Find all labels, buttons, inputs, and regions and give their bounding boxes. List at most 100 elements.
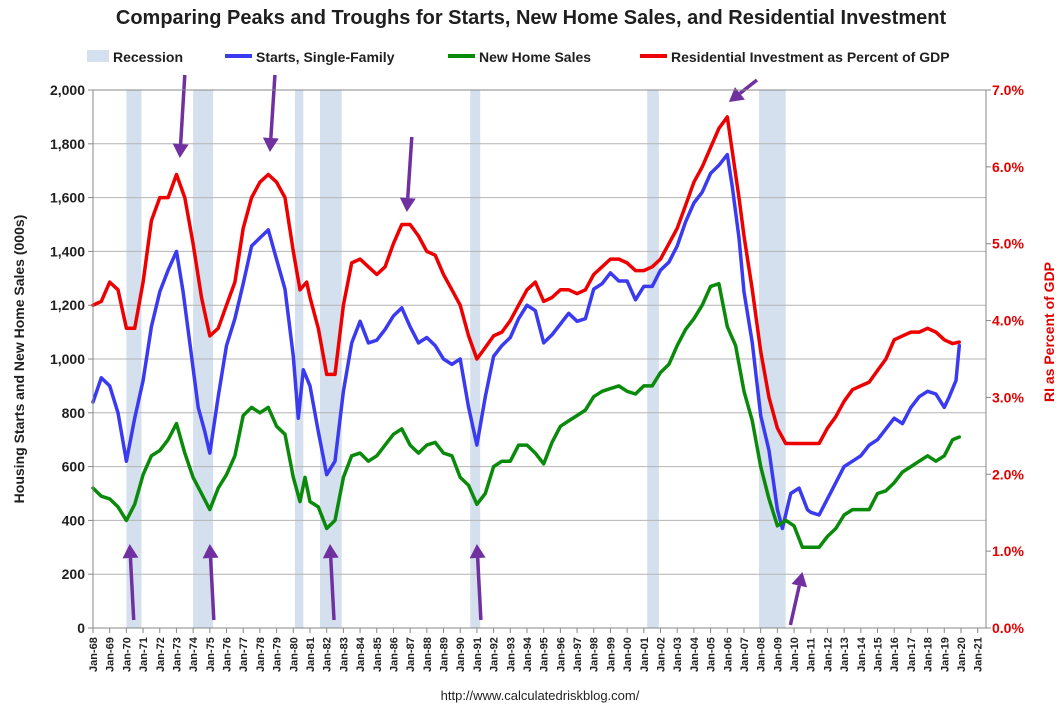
y2-tick-label-5: 5.0% [992, 236, 1024, 252]
x-tick-label-53: Jan-21 [973, 637, 985, 672]
series-line-1 [91, 281, 962, 550]
x-tick-label-31: Jan-99 [605, 637, 617, 672]
annotation-arrow-shaft-1 [269, 74, 277, 139]
annotation-arrow-shaft-2 [405, 136, 414, 199]
x-tick-label-36: Jan-04 [689, 636, 701, 672]
x-tick-label-37: Jan-05 [706, 637, 718, 672]
annotation-arrow-head-1 [262, 137, 279, 152]
x-tick-label-35: Jan-03 [672, 637, 684, 672]
annotation-arrow-shaft-6 [329, 557, 336, 621]
series-line-2 [91, 115, 962, 446]
annotation-arrow-head-8 [791, 572, 808, 588]
y2-tick-label-4: 4.0% [992, 313, 1024, 329]
x-tick-label-3: Jan-71 [138, 637, 150, 672]
x-tick-label-0: Jan-68 [88, 637, 100, 672]
x-tick-label-26: Jan-94 [522, 636, 534, 672]
x-tick-label-18: Jan-86 [388, 637, 400, 672]
x-tick-label-50: Jan-18 [923, 637, 935, 672]
y2-tick-label-2: 2.0% [992, 466, 1024, 482]
x-tick-label-45: Jan-13 [839, 637, 851, 672]
y-tick-label-1: 200 [62, 566, 86, 582]
y2-tick-label-1: 1.0% [992, 543, 1024, 559]
y2-axis-label: RI as Percent of GDP [1041, 262, 1057, 402]
plot-area-frame [92, 89, 987, 629]
x-tick-label-42: Jan-10 [789, 637, 801, 672]
x-tick-label-40: Jan-08 [756, 637, 768, 672]
annotation-arrow-head-6 [322, 544, 339, 559]
annotation-arrows [122, 74, 808, 626]
x-tick-label-52: Jan-20 [956, 637, 968, 672]
legend: Recession Starts, Single-Family New Home… [87, 49, 950, 65]
x-tick-label-25: Jan-93 [505, 637, 517, 672]
x-tick-label-4: Jan-72 [155, 637, 167, 672]
x-tick-label-5: Jan-73 [171, 637, 183, 672]
x-tick-label-7: Jan-75 [205, 637, 217, 672]
y-tick-label-4: 800 [62, 405, 86, 421]
x-tick-label-47: Jan-15 [873, 637, 885, 672]
x-tick-label-24: Jan-92 [489, 637, 501, 672]
x-tick-label-9: Jan-77 [238, 637, 250, 672]
x-tick-label-21: Jan-89 [439, 637, 451, 672]
x-tick-label-32: Jan-00 [622, 637, 634, 672]
x-tick-label-2: Jan-70 [121, 637, 133, 672]
y-tick-label-2: 400 [62, 512, 86, 528]
y-axis-label: Housing Starts and New Home Sales (000s) [11, 215, 27, 504]
annotation-arrow-head-4 [122, 544, 139, 559]
x-tick-label-34: Jan-02 [656, 637, 668, 672]
x-tick-label-27: Jan-95 [539, 637, 551, 672]
legend-label-ri: Residential Investment as Percent of GDP [671, 49, 950, 65]
x-tick-label-29: Jan-97 [572, 637, 584, 672]
x-tick-label-17: Jan-85 [372, 637, 384, 672]
x-tick-label-43: Jan-11 [806, 638, 818, 672]
annotation-arrow-head-2 [399, 197, 416, 212]
annotation-arrow-shaft-5 [208, 557, 216, 621]
x-tick-label-44: Jan-12 [822, 637, 834, 672]
y-tick-label-10: 2,000 [50, 82, 85, 98]
y-tick-label-3: 600 [62, 459, 86, 475]
x-tick-label-16: Jan-84 [355, 636, 367, 672]
x-tick-label-10: Jan-78 [255, 637, 267, 672]
annotation-arrow-shaft-0 [178, 74, 187, 145]
y2-axis-ticks: 0.0% 1.0% 2.0% 3.0% 4.0% 5.0% 6.0% 7.0% [986, 82, 1024, 636]
y-tick-label-9: 1,800 [50, 136, 85, 152]
x-tick-label-39: Jan-07 [739, 637, 751, 672]
series-lines [91, 115, 962, 550]
x-tick-label-20: Jan-88 [422, 637, 434, 672]
x-tick-label-46: Jan-14 [856, 636, 868, 672]
legend-label-starts: Starts, Single-Family [256, 49, 395, 65]
x-axis-ticks: Jan-68 Jan-69 Jan-70 Jan-71 Jan-72 Jan-73 Jan-… [88, 628, 985, 672]
y-axis-ticks: 0 200 400 600 800 1,000 1,200 1,400 1,600 1,800 2,… [50, 82, 93, 636]
x-tick-label-13: Jan-81 [305, 637, 317, 672]
source-url: http://www.calculatedriskblog.com/ [441, 688, 640, 703]
x-tick-label-14: Jan-82 [322, 637, 334, 672]
x-tick-label-41: Jan-09 [772, 637, 784, 672]
annotation-arrow-shaft-4 [128, 557, 136, 621]
annotation-arrow-shaft-8 [788, 585, 802, 626]
annotation-arrow-head-5 [202, 544, 219, 559]
x-tick-label-48: Jan-16 [889, 637, 901, 672]
x-tick-label-51: Jan-19 [939, 637, 951, 672]
x-tick-label-30: Jan-98 [589, 637, 601, 672]
legend-swatch-recession [87, 50, 109, 62]
x-tick-label-15: Jan-83 [338, 637, 350, 672]
x-tick-label-8: Jan-76 [222, 637, 234, 672]
x-tick-label-38: Jan-06 [722, 637, 734, 672]
x-tick-label-19: Jan-87 [405, 637, 417, 672]
chart-title: Comparing Peaks and Troughs for Starts, … [116, 7, 947, 29]
x-tick-label-12: Jan-80 [288, 637, 300, 672]
x-tick-label-22: Jan-90 [455, 637, 467, 672]
annotation-arrow-head-7 [469, 544, 486, 559]
y-tick-label-8: 1,600 [50, 190, 85, 206]
y2-tick-label-0: 0.0% [992, 620, 1024, 636]
y-tick-label-0: 0 [77, 620, 85, 636]
y2-tick-label-3: 3.0% [992, 389, 1024, 405]
legend-label-recession: Recession [113, 49, 183, 65]
series-line-0 [91, 152, 962, 531]
x-tick-label-49: Jan-17 [906, 637, 918, 672]
x-tick-label-11: Jan-79 [272, 637, 284, 672]
annotation-arrow-head-0 [172, 143, 189, 158]
x-tick-label-28: Jan-96 [555, 637, 567, 672]
y-tick-label-6: 1,200 [50, 297, 85, 313]
